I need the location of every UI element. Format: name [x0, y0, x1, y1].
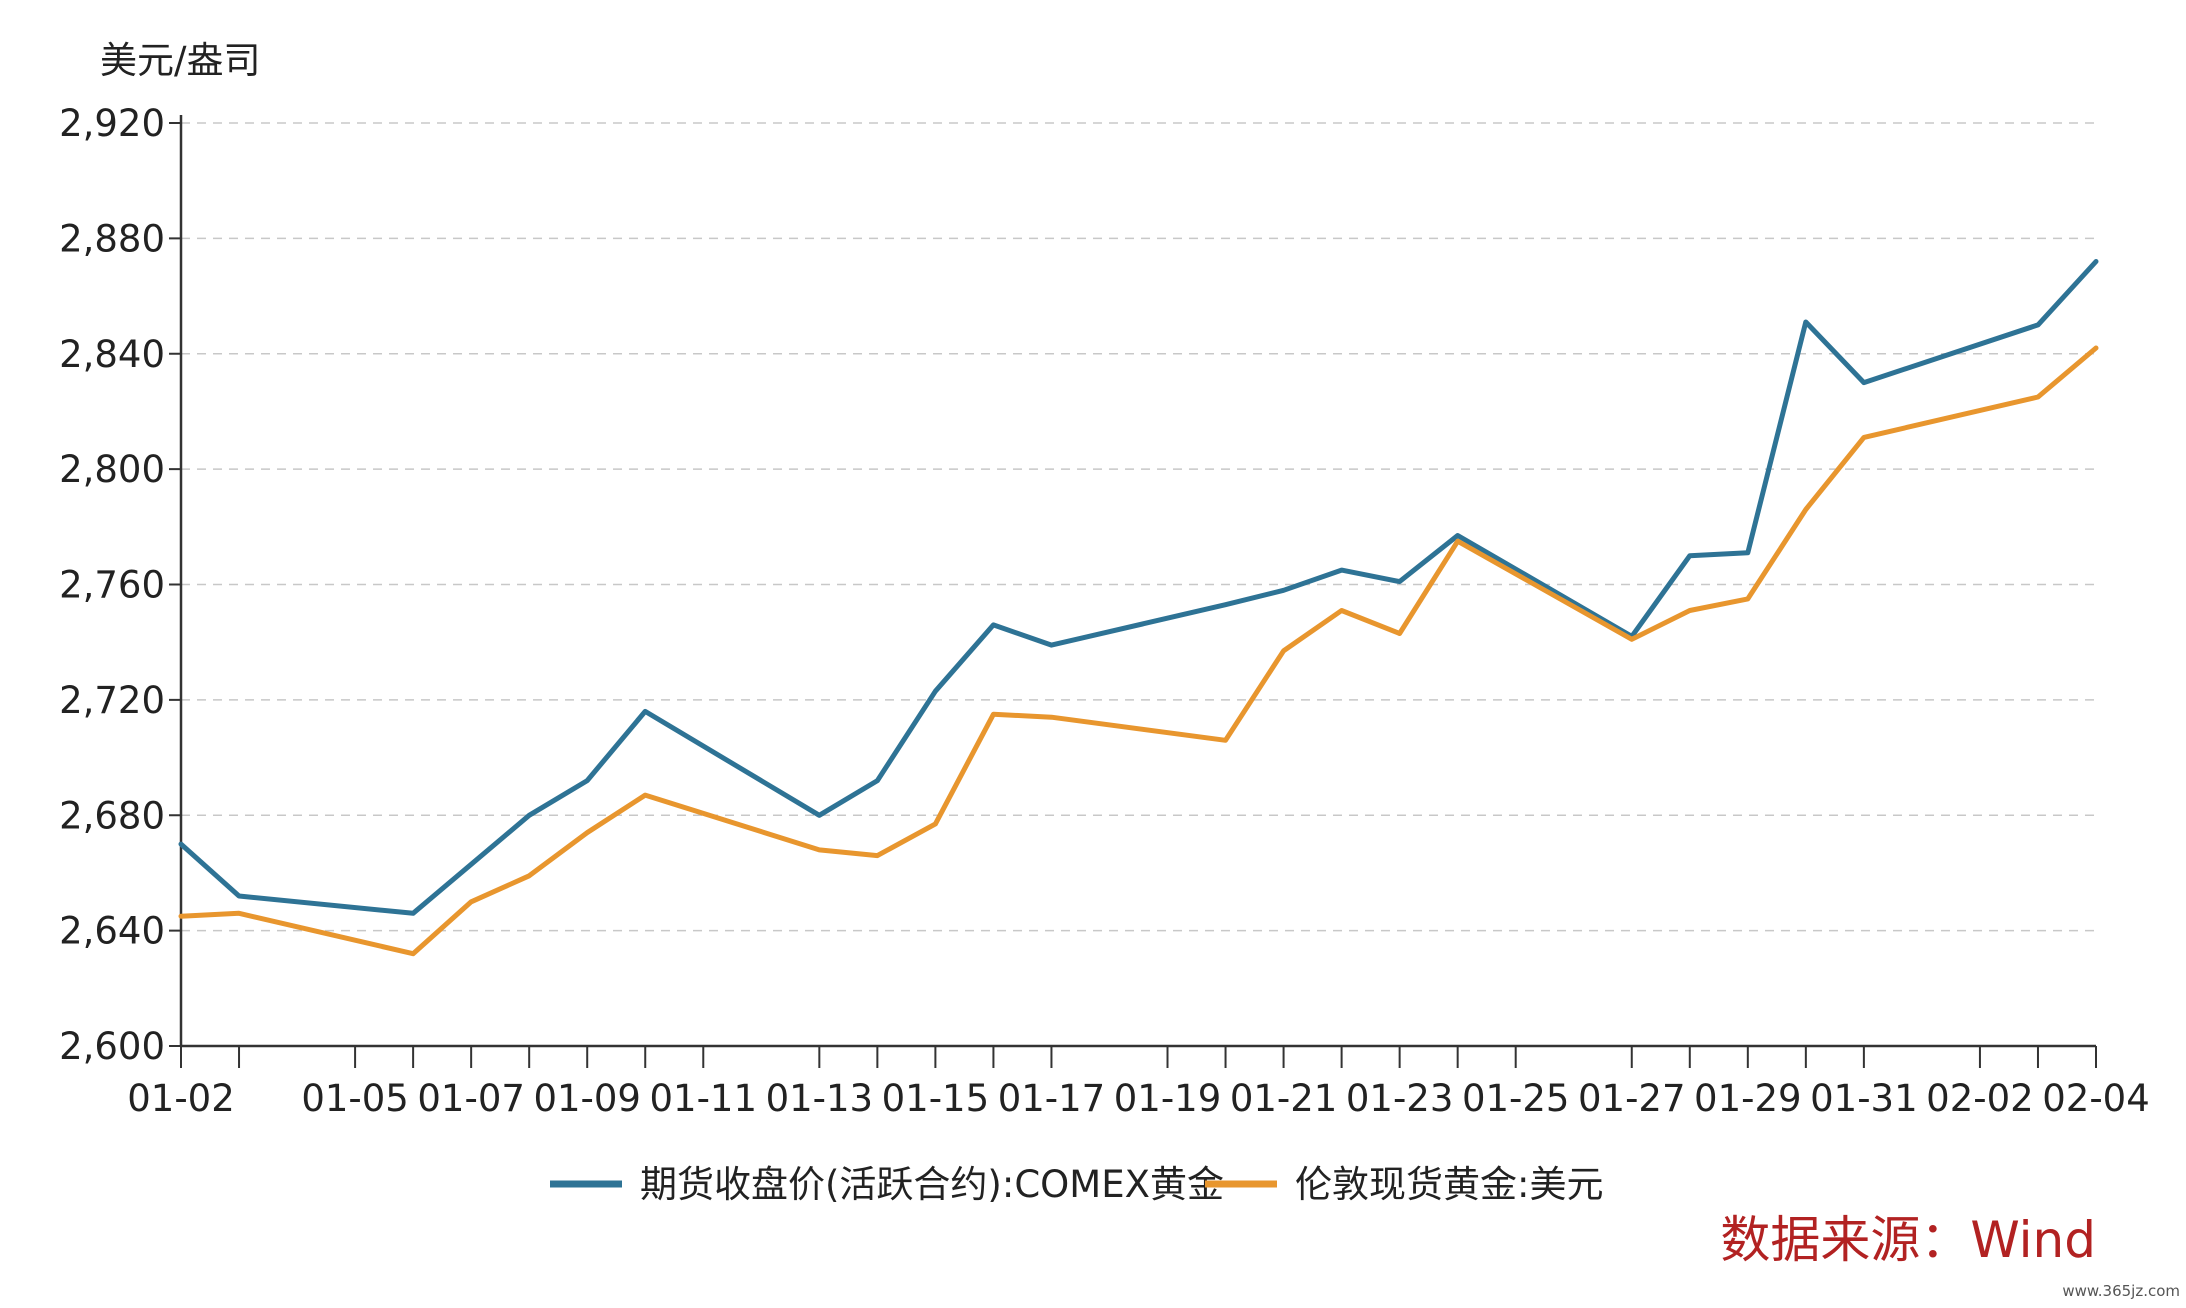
- y-tick-label: 2,920: [59, 102, 165, 145]
- x-tick-label: 02-04: [2042, 1077, 2150, 1120]
- y-tick-label: 2,760: [59, 564, 165, 607]
- x-tick-label: 01-13: [766, 1077, 874, 1120]
- y-axis-unit-label: 美元/盎司: [100, 39, 260, 82]
- x-tick-label: 01-15: [882, 1077, 990, 1120]
- x-tick-label: 01-11: [650, 1077, 758, 1120]
- watermark-text: www.365jz.com: [2062, 1282, 2180, 1300]
- y-tick-label: 2,720: [59, 679, 165, 722]
- y-tick-label: 2,680: [59, 794, 165, 837]
- x-tick-label: 01-29: [1694, 1077, 1802, 1120]
- y-tick-label: 2,840: [59, 333, 165, 376]
- legend-label-2: 伦敦现货黄金:美元: [1295, 1163, 1603, 1206]
- x-tick-label: 01-31: [1810, 1077, 1918, 1120]
- series-lines: [178, 259, 2099, 957]
- data-source-label: 数据来源：Wind: [1720, 1211, 2096, 1269]
- x-tick-label: 01-19: [1114, 1077, 1222, 1120]
- x-tick-label: 02-02: [1926, 1077, 2034, 1120]
- gridlines: [181, 122, 2096, 932]
- x-tick-label: 01-07: [417, 1077, 525, 1120]
- x-tick-label: 01-23: [1346, 1077, 1454, 1120]
- x-tick-label: 01-02: [127, 1077, 235, 1120]
- legend-label-1: 期货收盘价(活跃合约):COMEX黄金: [640, 1163, 1224, 1206]
- x-tick-label: 01-17: [998, 1077, 1106, 1120]
- x-tick-label: 01-25: [1462, 1077, 1570, 1120]
- y-tick-label: 2,640: [59, 910, 165, 953]
- x-tick-label: 01-09: [533, 1077, 641, 1120]
- y-tick-label: 2,800: [59, 448, 165, 491]
- y-tick-label: 2,880: [59, 217, 165, 260]
- y-tick-label: 2,600: [59, 1025, 165, 1068]
- x-tick-label: 01-21: [1230, 1077, 1338, 1120]
- legend: 期货收盘价(活跃合约):COMEX黄金 伦敦现货黄金:美元: [550, 1163, 1603, 1206]
- series-line-2: [178, 345, 2099, 957]
- series-line-1: [178, 259, 2099, 916]
- x-tick-label: 01-27: [1578, 1077, 1686, 1120]
- axes: 2,600 2,640 2,680 2,720 2,760 2,800 2,840 2,880…: [59, 102, 2150, 1120]
- x-tick-label: 01-05: [301, 1077, 409, 1120]
